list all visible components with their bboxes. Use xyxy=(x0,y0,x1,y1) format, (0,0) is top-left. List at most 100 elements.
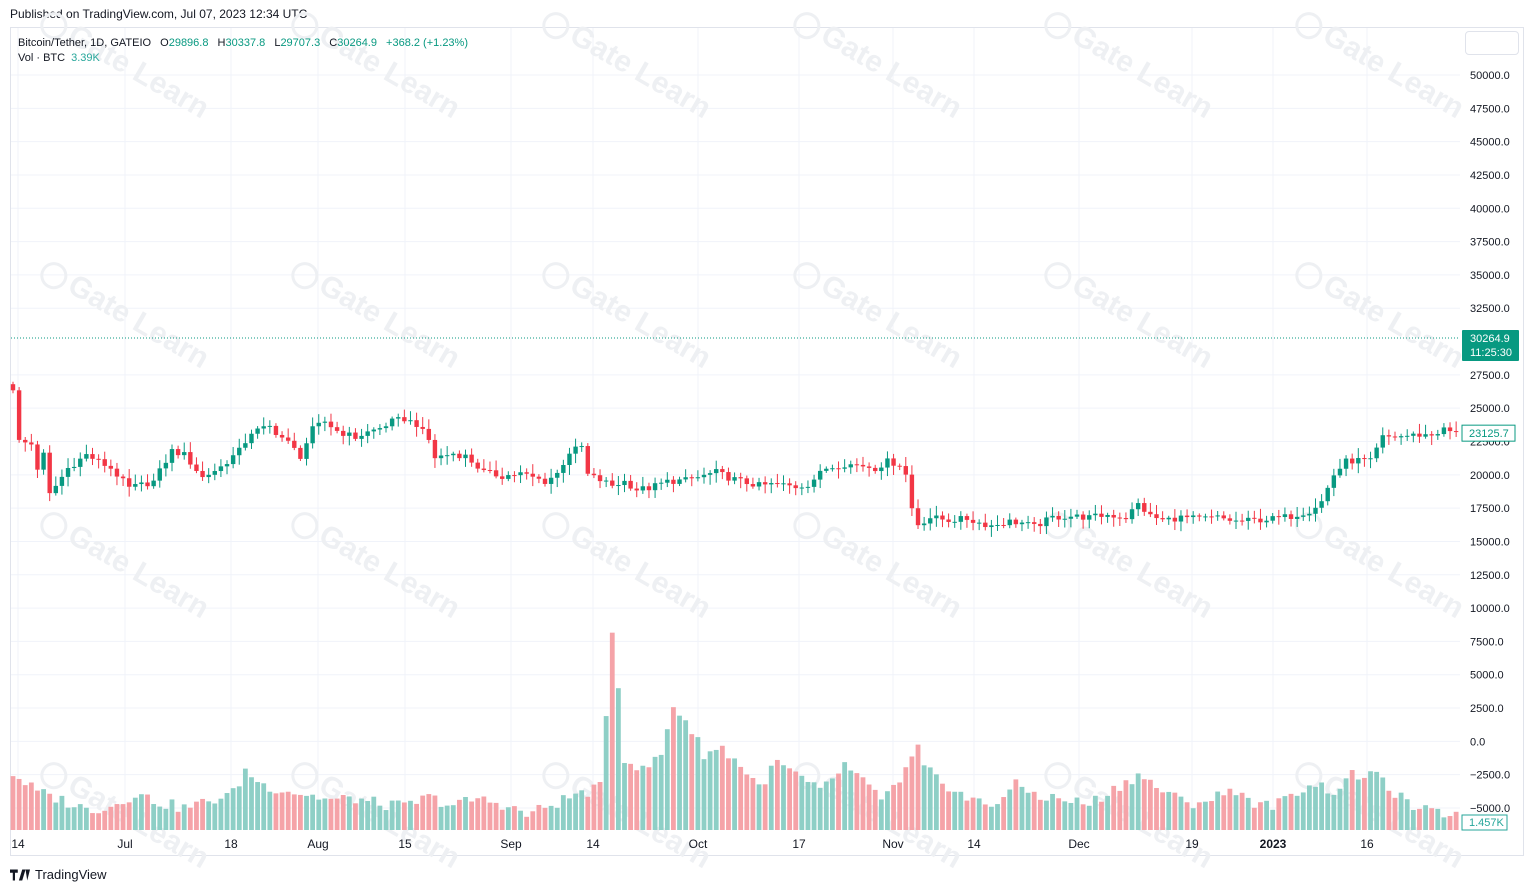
candle-body xyxy=(255,428,260,434)
y-axis-tick-label: 2500.0 xyxy=(1470,703,1504,715)
candle-body xyxy=(921,523,927,526)
watermark-logo-icon xyxy=(1295,762,1323,790)
volume-bar xyxy=(47,793,53,830)
candle-body xyxy=(1001,524,1006,526)
volume-bar xyxy=(1227,788,1233,830)
volume-bar xyxy=(1251,807,1257,830)
candle-body xyxy=(175,449,181,456)
candle-body xyxy=(879,467,884,472)
candle-body xyxy=(65,468,71,477)
candle-body xyxy=(1374,447,1379,459)
volume-bar xyxy=(475,798,481,830)
volume-bar xyxy=(1245,797,1251,830)
candle-body xyxy=(169,449,175,463)
volume-bar xyxy=(1007,789,1013,830)
watermark-logo-icon xyxy=(542,262,570,290)
watermark-text: Gate Learn xyxy=(1066,518,1218,625)
volume-bar xyxy=(995,804,1000,830)
candle-body xyxy=(292,440,297,448)
volume-bar xyxy=(1380,777,1386,830)
volume-bar xyxy=(1423,805,1428,830)
watermark: Gate Learn xyxy=(291,262,466,375)
x-axis-tick-label: 15 xyxy=(398,837,412,851)
candle-body xyxy=(842,467,847,469)
volume-bar xyxy=(1154,787,1159,830)
volume-bar xyxy=(1129,784,1135,830)
volume-bar xyxy=(242,768,248,830)
watermark: Gate Learn xyxy=(1295,12,1470,125)
volume-bar xyxy=(811,782,817,830)
watermark: Gate Learn xyxy=(542,12,717,125)
y-axis-tick-label: 40000.0 xyxy=(1470,203,1510,215)
candle-body xyxy=(414,420,419,427)
watermark-logo-icon xyxy=(793,12,821,40)
candle-body xyxy=(371,429,376,432)
volume-bar xyxy=(16,778,22,830)
candle-body xyxy=(218,466,224,472)
candle-body xyxy=(866,466,872,468)
volume-bar xyxy=(310,794,316,830)
candle-body xyxy=(377,428,383,430)
volume-bar xyxy=(940,783,945,830)
candle-body xyxy=(432,439,438,459)
candle-body xyxy=(903,466,908,475)
volume-value: 3.39K xyxy=(71,52,100,64)
volume-bar xyxy=(781,765,786,830)
watermark-logo-icon xyxy=(1044,12,1072,40)
volume-bar xyxy=(982,804,988,830)
volume-bar xyxy=(1184,802,1190,830)
high-label: H xyxy=(217,37,226,49)
volume-bar xyxy=(181,804,187,830)
volume-bar xyxy=(383,810,389,830)
candle-body xyxy=(885,458,890,468)
candle-body xyxy=(983,522,988,528)
watermark-text: Gate Learn xyxy=(1317,268,1469,375)
volume-bar xyxy=(750,777,756,830)
volume-bar xyxy=(1325,793,1331,830)
volume-bar xyxy=(1135,773,1141,830)
candle-body xyxy=(1154,514,1159,519)
candle-body xyxy=(1447,427,1453,432)
candle-body xyxy=(518,472,523,476)
candle-body xyxy=(1331,475,1337,488)
y-axis-tick-label: −2500.0 xyxy=(1470,770,1510,782)
volume-bar xyxy=(255,782,260,830)
candle-body xyxy=(573,446,578,454)
volume-bar xyxy=(1355,779,1361,830)
y-axis-tick-label: 27500.0 xyxy=(1470,370,1510,382)
watermark-text: Gate Learn xyxy=(1317,18,1469,125)
x-axis-tick-label: 2023 xyxy=(1260,837,1287,851)
candle-body xyxy=(279,434,285,438)
watermark-logo-icon xyxy=(291,762,319,790)
volume-bar xyxy=(353,803,358,830)
candle-body xyxy=(830,468,835,470)
chart-settings-button[interactable] xyxy=(1465,31,1519,55)
candle-body xyxy=(689,477,694,479)
candle-body xyxy=(249,433,254,444)
candle-body xyxy=(677,479,682,484)
candle-body xyxy=(1148,511,1153,515)
candle-body xyxy=(1429,434,1434,436)
close-label: C xyxy=(329,37,338,49)
candle-body xyxy=(396,417,401,419)
volume-bar xyxy=(1410,809,1416,830)
candle-body xyxy=(1252,517,1257,519)
volume-bar xyxy=(823,781,829,830)
volume-bar xyxy=(151,804,157,830)
footer-brand[interactable]: TradingView xyxy=(10,867,107,882)
candle-body xyxy=(769,483,774,485)
volume-bar xyxy=(1331,794,1337,830)
volume-bar xyxy=(438,806,444,830)
watermark: Gate Learn xyxy=(1295,512,1470,625)
volume-bar xyxy=(836,773,841,830)
candle-body xyxy=(157,468,162,481)
volume-bar xyxy=(854,773,860,830)
candle-body xyxy=(1246,517,1251,521)
volume-bar xyxy=(976,798,982,830)
volume-bar xyxy=(1172,792,1178,830)
volume-bar xyxy=(518,810,523,830)
volume-bar xyxy=(1313,786,1318,830)
open-value: 29896.8 xyxy=(168,37,209,49)
volume-bar xyxy=(512,806,517,830)
